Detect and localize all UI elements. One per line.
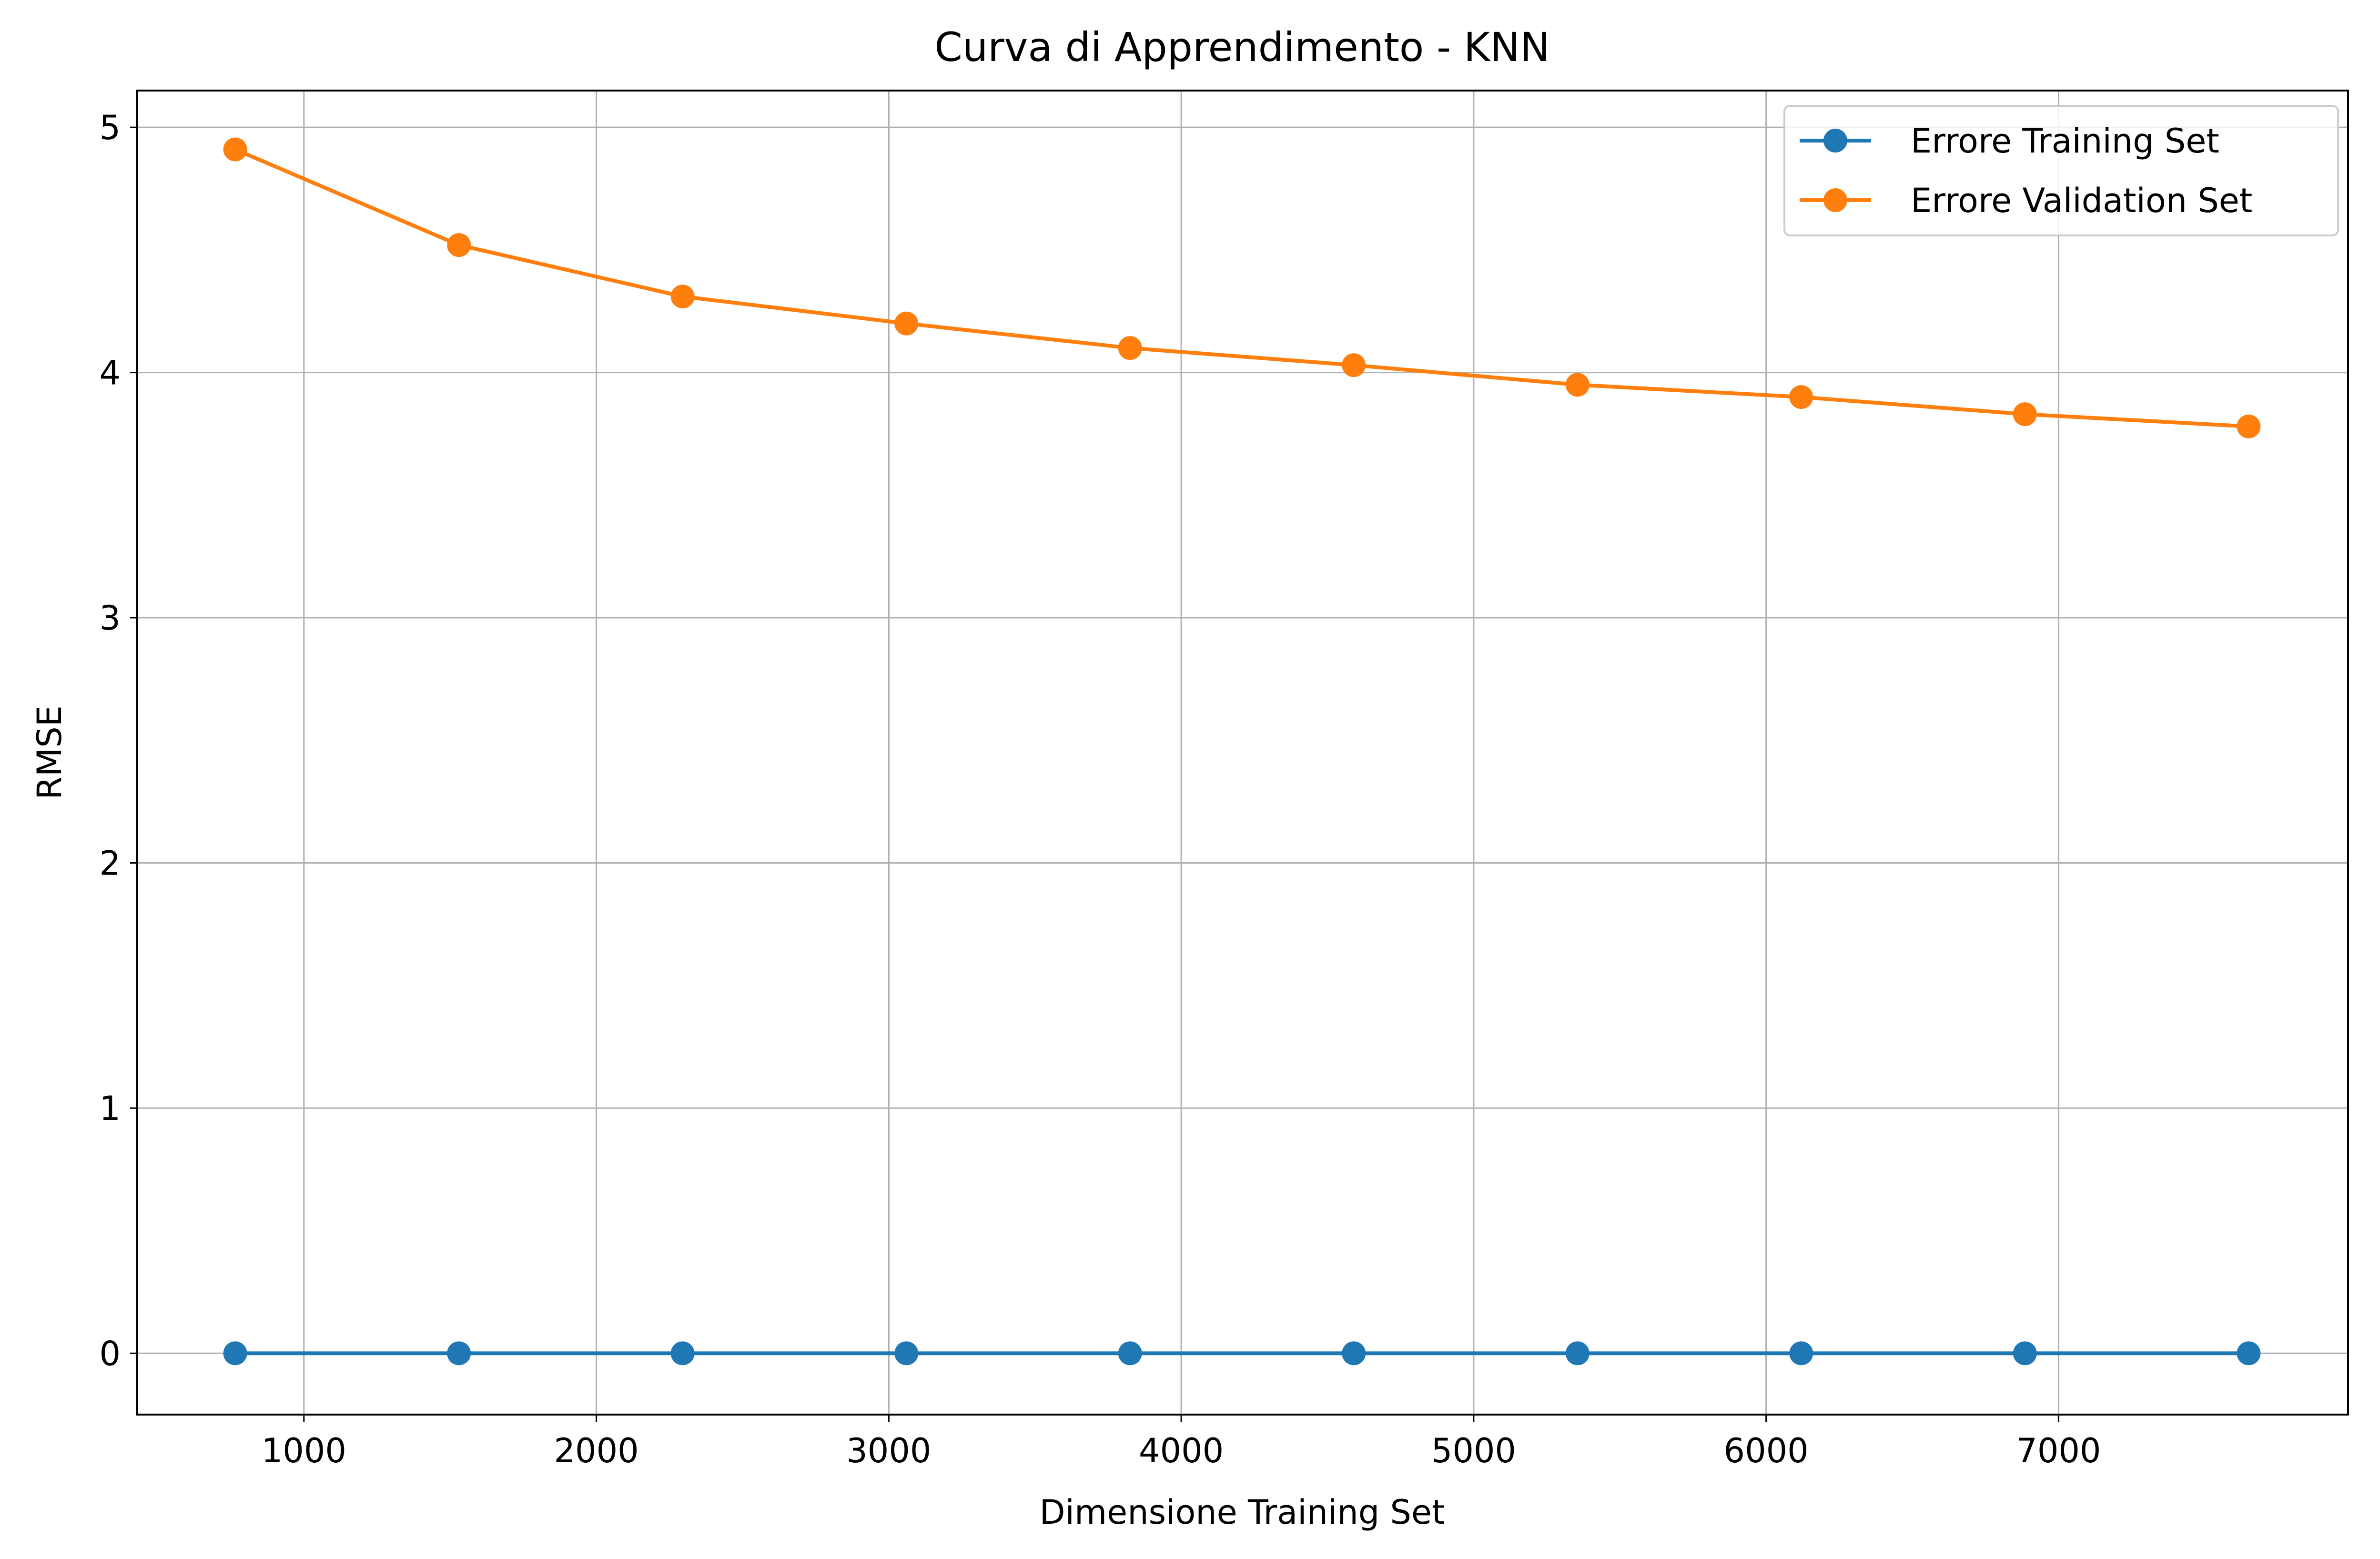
- x-tick-label: 3000: [846, 1431, 931, 1470]
- legend-marker: [1823, 129, 1847, 153]
- series-1-point: [1789, 385, 1813, 409]
- series-line-1: [233, 147, 2251, 429]
- legend-label: Errore Training Set: [1911, 122, 2219, 161]
- series-0-point: [223, 1341, 247, 1365]
- series-0-point: [1789, 1341, 1813, 1365]
- series-0-point: [1565, 1341, 1590, 1365]
- x-tick-label: 7000: [2016, 1431, 2101, 1470]
- x-tick-label: 6000: [1724, 1431, 1809, 1470]
- legend-box: [1783, 105, 2339, 236]
- legend-marker: [1823, 188, 1847, 212]
- series-1-point: [2237, 414, 2261, 438]
- x-tick-label: 2000: [554, 1431, 639, 1470]
- series-1-point: [2013, 402, 2037, 427]
- y-tick-label: 2: [99, 844, 121, 883]
- x-tick-label: 5000: [1431, 1431, 1516, 1470]
- series-0-point: [894, 1341, 919, 1365]
- y-tick-label: 1: [99, 1089, 121, 1128]
- y-tick-label: 4: [99, 354, 121, 393]
- y-tick-label: 5: [99, 108, 121, 147]
- legend: Errore Training Set Errore Validation Set: [1783, 105, 2339, 236]
- series-1-point: [670, 285, 695, 309]
- chart-title: Curva di Apprendimento - KNN: [934, 24, 1550, 71]
- x-tick-label: 1000: [262, 1431, 346, 1470]
- legend-entries: Errore Training Set Errore Validation Set: [1800, 122, 2252, 220]
- series-0-point: [1118, 1341, 1142, 1365]
- series-1-point: [1565, 373, 1590, 397]
- series-0-point: [2237, 1341, 2261, 1365]
- plot-frame: [136, 90, 2349, 1416]
- axis-ticks: 1000 2000 3000 4000 5000 6000 7000 0 1 2 3 4 5: [99, 108, 2101, 1470]
- series-0-point: [1342, 1341, 1366, 1365]
- series-0-point: [2013, 1341, 2037, 1365]
- series-1-point: [447, 233, 471, 257]
- series-1-point: [1118, 336, 1142, 360]
- series-layer: [223, 137, 2261, 1365]
- series-1-point: [1342, 353, 1366, 377]
- series-0-point: [447, 1341, 471, 1365]
- series-1-point: [894, 311, 919, 336]
- y-axis-label: RMSE: [30, 705, 69, 800]
- y-tick-label: 0: [99, 1334, 121, 1373]
- x-tick-label: 4000: [1139, 1431, 1224, 1470]
- legend-label: Errore Validation Set: [1911, 181, 2252, 220]
- x-axis-label: Dimensione Training Set: [1040, 1493, 1445, 1532]
- series-1-point: [223, 137, 247, 162]
- y-tick-label: 3: [99, 599, 121, 638]
- series-0-point: [670, 1341, 695, 1365]
